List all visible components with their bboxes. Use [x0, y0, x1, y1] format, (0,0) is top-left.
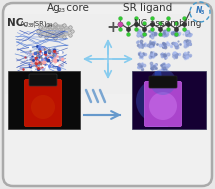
Circle shape [149, 92, 177, 120]
Text: SR ligand: SR ligand [123, 3, 173, 13]
Text: +: + [107, 19, 119, 35]
FancyBboxPatch shape [144, 81, 181, 126]
Text: 24: 24 [47, 23, 53, 28]
Circle shape [136, 79, 180, 123]
Circle shape [150, 69, 176, 95]
Text: 38: 38 [28, 23, 34, 28]
Text: Ag: Ag [47, 3, 61, 13]
Text: NC: NC [7, 18, 23, 28]
FancyBboxPatch shape [25, 80, 61, 126]
Text: core: core [63, 3, 89, 13]
Circle shape [31, 95, 55, 119]
Text: NC assembling: NC assembling [134, 19, 202, 28]
FancyBboxPatch shape [132, 71, 206, 129]
Text: Ag: Ag [20, 21, 29, 27]
FancyBboxPatch shape [3, 3, 212, 186]
FancyBboxPatch shape [5, 14, 210, 94]
FancyBboxPatch shape [149, 76, 177, 88]
Polygon shape [148, 71, 168, 127]
Text: (SR): (SR) [32, 21, 47, 27]
Text: 3: 3 [201, 11, 204, 15]
FancyBboxPatch shape [8, 71, 80, 129]
Text: 23: 23 [58, 8, 66, 12]
FancyBboxPatch shape [29, 74, 57, 86]
Text: N: N [196, 6, 202, 15]
